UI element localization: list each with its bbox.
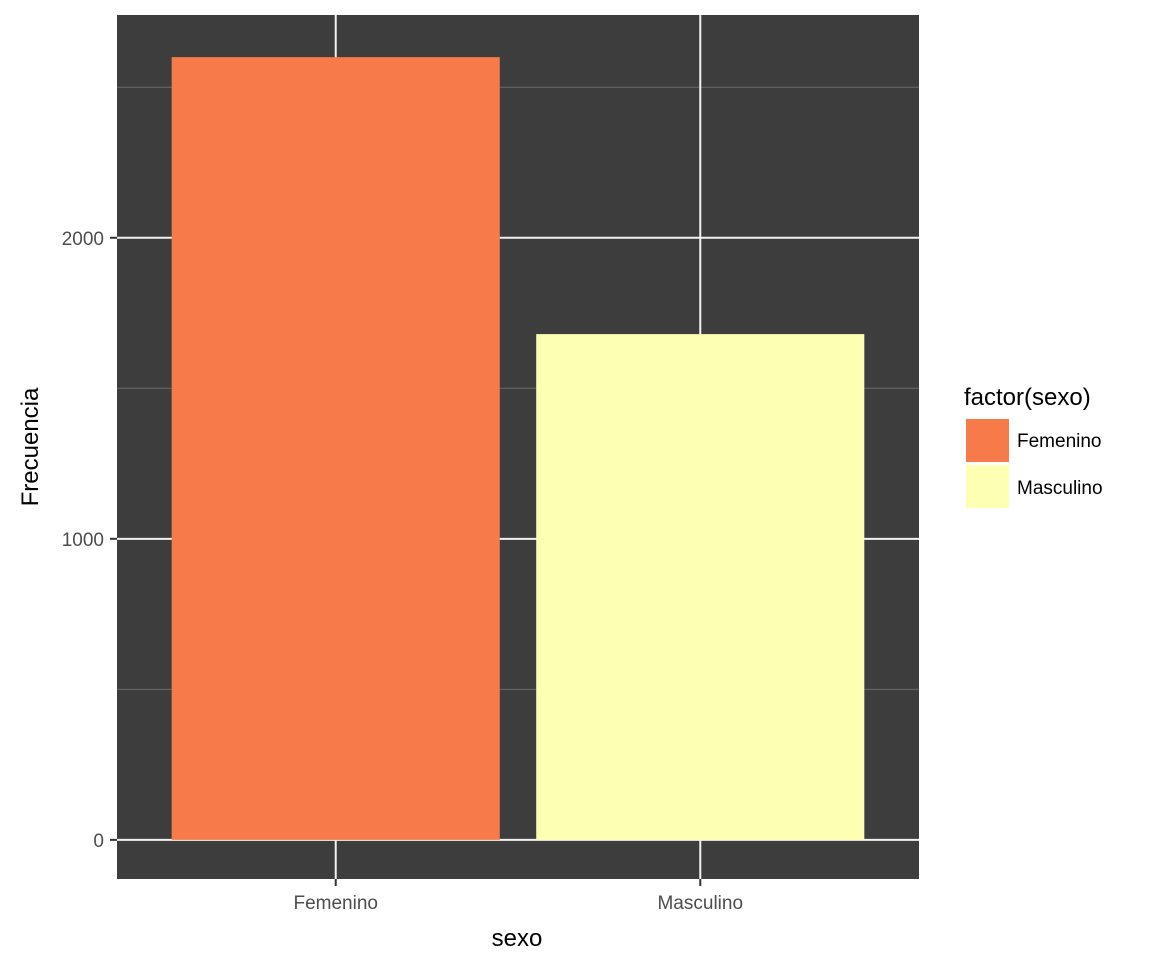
x-tick-label: Masculino [657, 893, 743, 914]
x-axis: Femenino Masculino [293, 879, 743, 914]
legend-label-femenino: Femenino [1017, 431, 1102, 452]
bars [171, 57, 865, 840]
y-axis: 0 1000 2000 [62, 229, 117, 852]
bar-masculino [536, 334, 865, 840]
legend-title: factor(sexo) [964, 384, 1091, 411]
legend-key-masculino [966, 465, 1009, 508]
y-tick-label: 1000 [62, 530, 104, 551]
y-tick-label: 2000 [62, 229, 104, 250]
x-tick-label: Femenino [293, 893, 378, 914]
legend: factor(sexo) Femenino Masculino [964, 384, 1103, 508]
bar-femenino [171, 57, 500, 840]
y-axis-title: Frecuencia [17, 387, 44, 506]
legend-label-masculino: Masculino [1017, 478, 1103, 499]
y-tick-label: 0 [93, 831, 104, 852]
legend-key-femenino [966, 419, 1009, 462]
x-axis-title: sexo [492, 925, 543, 952]
